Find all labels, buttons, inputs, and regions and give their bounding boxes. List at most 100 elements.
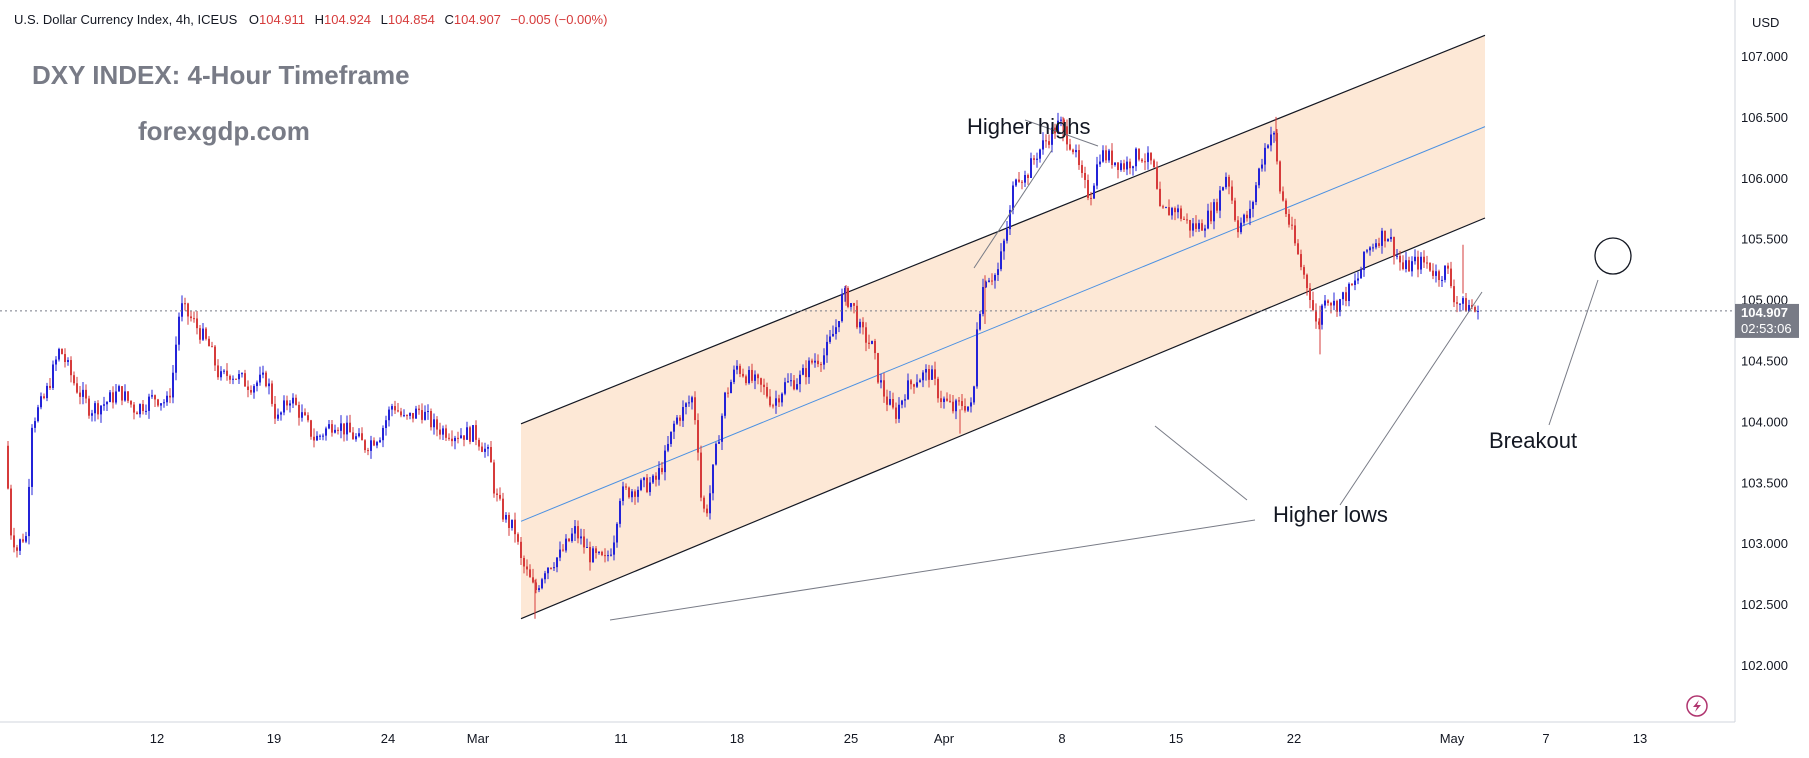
candle xyxy=(787,373,789,383)
candle xyxy=(931,365,933,380)
candle xyxy=(829,329,831,344)
candle xyxy=(1174,206,1176,221)
candle xyxy=(628,486,630,499)
candle xyxy=(313,428,315,448)
currency-label[interactable]: USD xyxy=(1752,15,1779,30)
y-tick-label: 106.000 xyxy=(1741,171,1788,186)
last-price-value: 104.907 xyxy=(1741,305,1788,320)
candle xyxy=(820,361,822,373)
candle xyxy=(1438,269,1440,287)
x-tick-label: 22 xyxy=(1287,731,1301,746)
candle xyxy=(19,538,21,556)
candle xyxy=(769,389,771,408)
candle xyxy=(868,334,870,349)
candle xyxy=(1162,204,1164,209)
candle xyxy=(124,384,126,402)
candle xyxy=(727,387,729,398)
candle xyxy=(25,531,27,544)
candle xyxy=(196,310,198,335)
candle xyxy=(1273,131,1275,143)
candle xyxy=(367,447,369,456)
candle xyxy=(1231,180,1233,205)
candle xyxy=(688,395,690,407)
candle xyxy=(1297,239,1299,256)
candle xyxy=(991,273,993,286)
y-tick-label: 105.000 xyxy=(1741,293,1788,308)
candle xyxy=(865,322,867,352)
candle xyxy=(1477,305,1479,320)
candle xyxy=(877,352,879,384)
candle xyxy=(1450,261,1452,289)
candle xyxy=(217,359,219,380)
candle xyxy=(1222,186,1224,191)
candle xyxy=(1369,246,1371,256)
candle xyxy=(538,585,540,593)
candle xyxy=(142,399,144,415)
label-higher-lows: Higher lows xyxy=(1273,502,1388,527)
channel-mid-line[interactable] xyxy=(520,126,1486,522)
channel-upper-line[interactable] xyxy=(520,34,1486,425)
open-label: O xyxy=(249,12,259,27)
candle xyxy=(802,364,804,376)
candle xyxy=(307,412,309,423)
candle xyxy=(751,363,753,384)
y-tick-label: 107.000 xyxy=(1741,49,1788,64)
candle xyxy=(448,433,450,441)
candle xyxy=(742,368,744,378)
candle xyxy=(703,495,705,513)
candle xyxy=(1246,210,1248,222)
candle xyxy=(1294,218,1296,246)
candle xyxy=(97,400,99,420)
candle xyxy=(118,384,120,392)
candle xyxy=(736,360,738,375)
bar-countdown: 02:53:06 xyxy=(1741,321,1792,336)
candle xyxy=(1006,221,1008,244)
candle xyxy=(895,402,897,424)
candle xyxy=(568,538,570,543)
ascending-channel[interactable] xyxy=(520,34,1486,620)
candle xyxy=(64,348,66,368)
time-axis[interactable]: 12 19 24 Mar 11 18 25 Apr 8 15 22 May 7 13 xyxy=(0,721,1735,746)
candle xyxy=(916,374,918,389)
x-tick-label: 7 xyxy=(1542,731,1549,746)
lightning-icon[interactable] xyxy=(1686,695,1708,717)
candle xyxy=(967,406,969,413)
candle xyxy=(586,538,588,549)
candle xyxy=(805,360,807,385)
candle xyxy=(571,527,573,543)
candle xyxy=(1099,154,1101,167)
price-scale[interactable]: USD 107.000106.500106.000105.500105.0001… xyxy=(1734,0,1788,722)
candle xyxy=(1354,273,1356,291)
candle xyxy=(1381,227,1383,254)
candle xyxy=(370,435,372,459)
candle xyxy=(1387,238,1389,242)
candle xyxy=(1459,303,1461,312)
symbol-label: U.S. Dollar Currency Index, 4h, ICEUS xyxy=(14,12,238,27)
candle xyxy=(415,405,417,419)
channel-lower-line[interactable] xyxy=(520,217,1486,620)
candle xyxy=(1072,148,1074,155)
candle xyxy=(1306,273,1308,296)
candle xyxy=(952,394,954,414)
candle xyxy=(1204,224,1206,238)
candle xyxy=(160,402,162,411)
candle xyxy=(1024,170,1026,188)
candle xyxy=(1075,144,1077,158)
candle xyxy=(511,519,513,531)
candle xyxy=(973,385,975,405)
candle xyxy=(946,392,948,402)
candle xyxy=(1327,299,1329,306)
candle xyxy=(1336,299,1338,317)
candle xyxy=(1444,265,1446,283)
high-label: H xyxy=(315,12,324,27)
candle xyxy=(1243,213,1245,226)
candle xyxy=(88,395,90,419)
candle xyxy=(310,419,312,440)
candle xyxy=(682,400,684,428)
candle xyxy=(793,375,795,391)
candle xyxy=(508,512,510,536)
candle xyxy=(541,577,543,590)
candle xyxy=(580,528,582,545)
